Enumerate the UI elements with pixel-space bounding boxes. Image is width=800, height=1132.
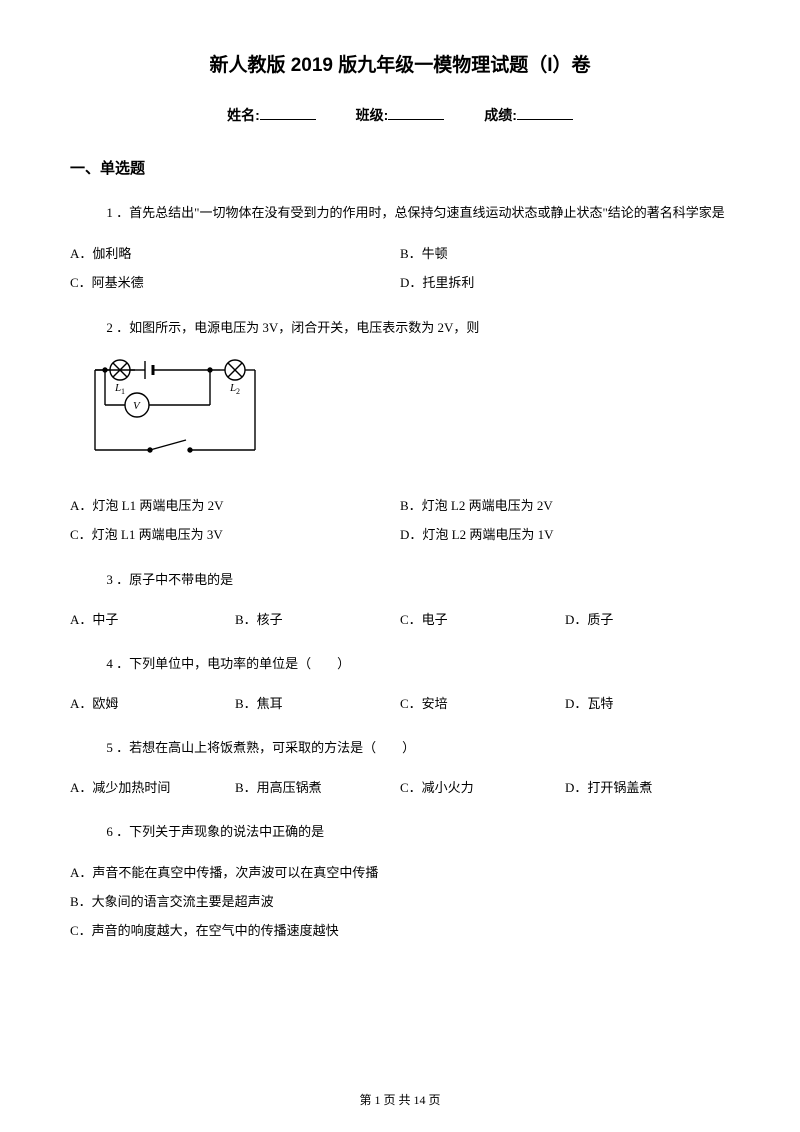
q6-option-b[interactable]: B．大象间的语言交流主要是超声波: [70, 888, 730, 917]
q1-option-d[interactable]: D．托里拆利: [400, 269, 730, 298]
q4-option-b[interactable]: B．焦耳: [235, 691, 400, 717]
page-title: 新人教版 2019 版九年级一模物理试题（I）卷: [70, 50, 730, 77]
name-blank[interactable]: [260, 119, 316, 120]
svg-text:1: 1: [121, 387, 125, 396]
q3-text: 3 ．原子中不带电的是: [70, 567, 730, 593]
question-1: 1 ．首先总结出"一切物体在没有受到力的作用时，总保持匀速直线运动状态或静止状态…: [70, 200, 730, 297]
q2-options: A．灯泡 L1 两端电压为 2V B．灯泡 L2 两端电压为 2V C．灯泡 L…: [70, 492, 730, 549]
q4-options: A．欧姆 B．焦耳 C．安培 D．瓦特: [70, 691, 730, 717]
circuit-v-label: V: [133, 400, 141, 412]
q1-option-c[interactable]: C．阿基米德: [70, 269, 400, 298]
q4-option-d[interactable]: D．瓦特: [565, 691, 730, 717]
q4-option-a[interactable]: A．欧姆: [70, 691, 235, 717]
q2-option-c[interactable]: C．灯泡 L1 两端电压为 3V: [70, 521, 400, 550]
section-header: 一、单选题: [70, 157, 730, 178]
name-label: 姓名:: [227, 107, 260, 123]
question-5: 5 ．若想在高山上将饭煮熟，可采取的方法是（ ） A．减少加热时间 B．用高压锅…: [70, 735, 730, 801]
svg-text:2: 2: [236, 387, 240, 396]
q5-text: 5 ．若想在高山上将饭煮熟，可采取的方法是（ ）: [70, 735, 730, 761]
q1-text: 1 ．首先总结出"一切物体在没有受到力的作用时，总保持匀速直线运动状态或静止状态…: [70, 200, 730, 226]
q1-options: A．伽利略 B．牛顿 C．阿基米德 D．托里拆利: [70, 240, 730, 297]
q3-options: A．中子 B．核子 C．电子 D．质子: [70, 607, 730, 633]
q3-option-c[interactable]: C．电子: [400, 607, 565, 633]
circuit-diagram: L 1 L 2 V: [80, 355, 730, 474]
q5-option-d[interactable]: D．打开锅盖煮: [565, 775, 730, 801]
question-6: 6 ．下列关于声现象的说法中正确的是 A．声音不能在真空中传播，次声波可以在真空…: [70, 819, 730, 945]
class-blank[interactable]: [388, 119, 444, 120]
q2-option-b[interactable]: B．灯泡 L2 两端电压为 2V: [400, 492, 730, 521]
question-3: 3 ．原子中不带电的是 A．中子 B．核子 C．电子 D．质子: [70, 567, 730, 633]
class-label: 班级:: [356, 107, 389, 123]
q1-option-b[interactable]: B．牛顿: [400, 240, 730, 269]
q3-option-b[interactable]: B．核子: [235, 607, 400, 633]
q5-option-c[interactable]: C．减小火力: [400, 775, 565, 801]
q3-option-d[interactable]: D．质子: [565, 607, 730, 633]
q5-option-a[interactable]: A．减少加热时间: [70, 775, 235, 801]
q2-option-a[interactable]: A．灯泡 L1 两端电压为 2V: [70, 492, 400, 521]
question-2: 2 ．如图所示，电源电压为 3V，闭合开关，电压表示数为 2V，则: [70, 315, 730, 549]
q6-option-c[interactable]: C．声音的响度越大，在空气中的传播速度越快: [70, 917, 730, 946]
q6-text: 6 ．下列关于声现象的说法中正确的是: [70, 819, 730, 845]
score-blank[interactable]: [517, 119, 573, 120]
q4-text: 4 ．下列单位中，电功率的单位是（ ）: [70, 651, 730, 677]
q5-option-b[interactable]: B．用高压锅煮: [235, 775, 400, 801]
q6-options: A．声音不能在真空中传播，次声波可以在真空中传播 B．大象间的语言交流主要是超声…: [70, 859, 730, 945]
q2-text: 2 ．如图所示，电源电压为 3V，闭合开关，电压表示数为 2V，则: [70, 315, 730, 341]
student-info-row: 姓名: 班级: 成绩:: [70, 105, 730, 125]
q2-option-d[interactable]: D．灯泡 L2 两端电压为 1V: [400, 521, 730, 550]
score-label: 成绩:: [484, 107, 517, 123]
q3-option-a[interactable]: A．中子: [70, 607, 235, 633]
q5-options: A．减少加热时间 B．用高压锅煮 C．减小火力 D．打开锅盖煮: [70, 775, 730, 801]
question-4: 4 ．下列单位中，电功率的单位是（ ） A．欧姆 B．焦耳 C．安培 D．瓦特: [70, 651, 730, 717]
q6-option-a[interactable]: A．声音不能在真空中传播，次声波可以在真空中传播: [70, 859, 730, 888]
q1-option-a[interactable]: A．伽利略: [70, 240, 400, 269]
q4-option-c[interactable]: C．安培: [400, 691, 565, 717]
page-footer: 第 1 页 共 14 页: [0, 1091, 800, 1108]
